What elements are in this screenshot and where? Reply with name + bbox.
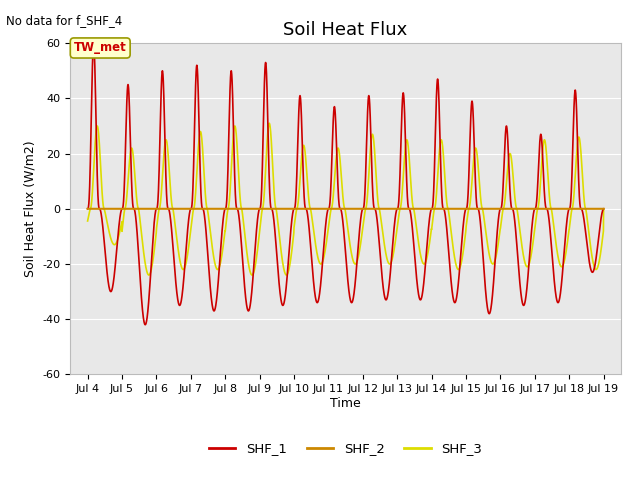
Y-axis label: Soil Heat Flux (W/m2): Soil Heat Flux (W/m2) bbox=[24, 141, 37, 277]
Title: Soil Heat Flux: Soil Heat Flux bbox=[284, 21, 408, 39]
Text: TW_met: TW_met bbox=[74, 41, 127, 54]
X-axis label: Time: Time bbox=[330, 397, 361, 410]
Text: No data for f_SHF_4: No data for f_SHF_4 bbox=[6, 14, 123, 27]
Legend: SHF_1, SHF_2, SHF_3: SHF_1, SHF_2, SHF_3 bbox=[204, 437, 488, 460]
